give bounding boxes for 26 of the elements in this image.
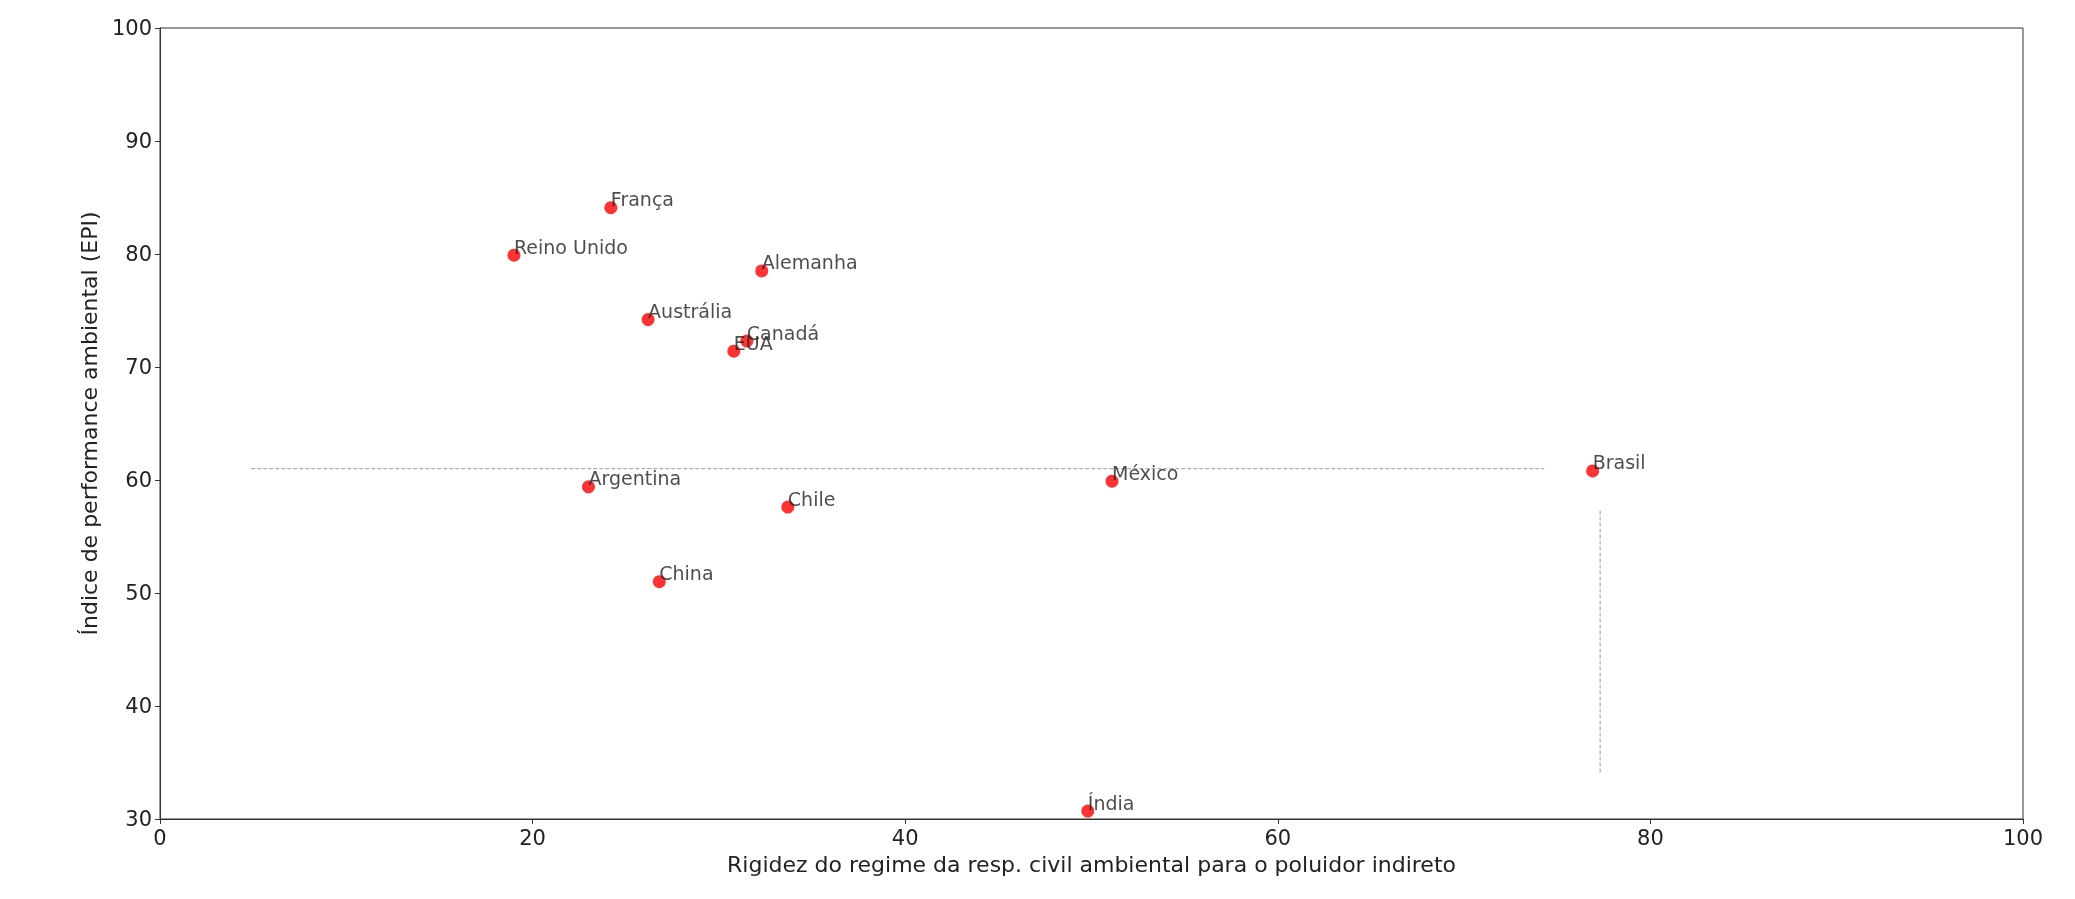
- annotation: França: [610, 188, 674, 211]
- annotation: Chile: [787, 487, 836, 510]
- x-tick-label: 100: [2002, 825, 2044, 850]
- annotation: China: [659, 562, 714, 585]
- y-tick-label: 90: [125, 129, 152, 153]
- annotation: Índia: [1087, 791, 1135, 814]
- y-tick-label: 40: [125, 694, 152, 718]
- x-tick-label: 60: [1264, 825, 1292, 850]
- annotation: Argentina: [588, 467, 682, 490]
- annotation: México: [1111, 461, 1179, 484]
- x-tick-label: 80: [1637, 825, 1664, 850]
- annotation: Austrália: [648, 300, 733, 323]
- y-tick-label: 30: [125, 807, 152, 831]
- y-tick-label: 100: [111, 16, 152, 40]
- y-axis-title: Índice de performance ambiental (EPI): [76, 211, 102, 636]
- x-tick-label: 0: [153, 825, 167, 850]
- annotation: Alemanha: [761, 251, 858, 274]
- annotation: Brasil: [1592, 451, 1646, 474]
- x-axis-title: Rigidez do regime da resp. civil ambiental para o poluidor indireto: [727, 851, 1456, 877]
- annotation: Reino Unido: [513, 235, 628, 258]
- x-tick-label: 40: [891, 825, 919, 850]
- y-tick-label: 80: [125, 242, 152, 266]
- y-tick-label: 50: [125, 581, 152, 605]
- y-tick-label: 70: [125, 355, 152, 379]
- x-tick-label: 20: [519, 825, 546, 850]
- y-tick-label: 60: [125, 468, 152, 492]
